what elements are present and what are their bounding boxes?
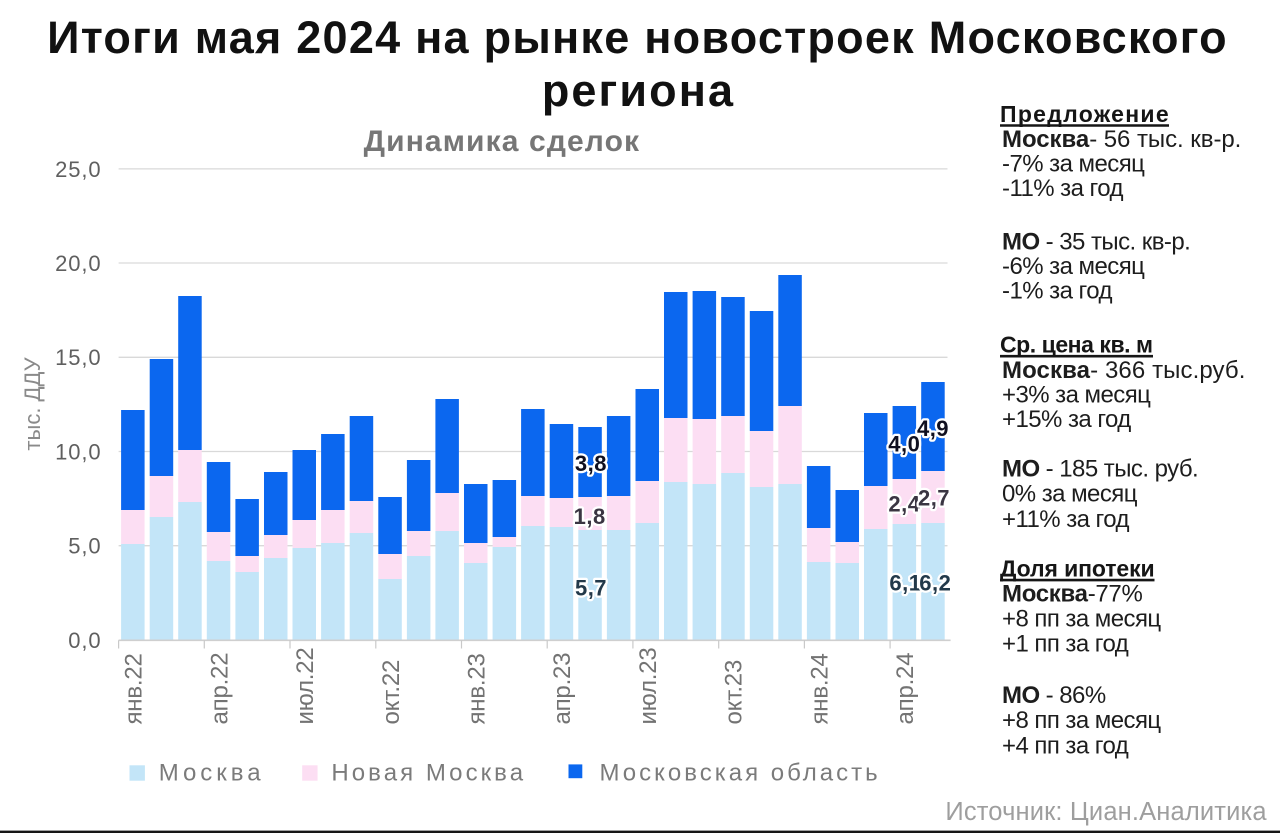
svg-text:июл.23: июл.23 (635, 647, 662, 724)
svg-text:янв.22: янв.22 (121, 653, 148, 724)
svg-text:3,8: 3,8 (575, 451, 607, 476)
svg-text:апр.22: апр.22 (206, 653, 233, 725)
svg-text:+8 пп за месяц: +8 пп за месяц (1002, 707, 1161, 734)
svg-text:янв.24: янв.24 (806, 653, 833, 724)
svg-text:1,8: 1,8 (574, 504, 606, 529)
svg-text:июл.22: июл.22 (292, 647, 319, 724)
svg-text:окт.23: окт.23 (721, 660, 748, 725)
svg-text:-1% за год: -1% за год (1002, 278, 1112, 305)
svg-text:региона: региона (542, 65, 735, 116)
svg-text:+11% за год: +11% за год (1002, 506, 1130, 533)
svg-text:15,0: 15,0 (55, 345, 101, 370)
svg-text:-6% за месяц: -6% за месяц (1002, 253, 1145, 280)
svg-text:окт.22: окт.22 (378, 660, 405, 725)
svg-text:0% за месяц: 0% за месяц (1002, 481, 1138, 508)
svg-text:-11% за год: -11% за год (1002, 175, 1123, 202)
svg-text:0,0: 0,0 (68, 628, 101, 653)
svg-text:Итоги мая 2024 на рынке новост: Итоги мая 2024 на рынке новостроек Моско… (47, 12, 1228, 63)
svg-text:+3% за месяц: +3% за месяц (1002, 382, 1151, 409)
svg-text:4,9: 4,9 (917, 416, 949, 441)
svg-text:МО - 86%: МО - 86% (1002, 682, 1106, 709)
svg-text:МО - 185 тыс. руб.: МО - 185 тыс. руб. (1002, 456, 1198, 483)
svg-text:10,0: 10,0 (55, 439, 101, 464)
svg-text:Источник: Циан.Аналитика: Источник: Циан.Аналитика (945, 798, 1267, 826)
svg-text:4,0: 4,0 (888, 431, 920, 456)
svg-text:Москва-77%: Москва-77% (1002, 581, 1143, 608)
svg-text:Москва- 56 тыс. кв-р.: Москва- 56 тыс. кв-р. (1002, 126, 1241, 153)
svg-text:Московская область: Московская область (600, 760, 881, 787)
svg-text:Ср. цена кв. м: Ср. цена кв. м (1000, 332, 1153, 358)
svg-text:Новая Москва: Новая Москва (331, 760, 526, 787)
svg-text:5,7: 5,7 (575, 576, 607, 601)
svg-text:2,4: 2,4 (888, 491, 920, 516)
svg-text:+1 пп за год: +1 пп за год (1002, 631, 1129, 658)
svg-text:6,2: 6,2 (919, 571, 951, 596)
svg-text:апр.24: апр.24 (892, 653, 919, 725)
svg-text:+4 пп за год: +4 пп за год (1002, 732, 1129, 759)
svg-text:Москва- 366 тыс.руб.: Москва- 366 тыс.руб. (1002, 357, 1246, 384)
svg-text:25,0: 25,0 (55, 157, 101, 182)
svg-text:+8 пп за месяц: +8 пп за месяц (1002, 606, 1161, 633)
svg-text:5,0: 5,0 (68, 534, 101, 559)
svg-text:Москва: Москва (159, 760, 265, 787)
svg-text:Предложение: Предложение (1000, 101, 1170, 127)
svg-text:-7% за месяц: -7% за месяц (1002, 151, 1145, 178)
svg-text:тыс. ДДУ: тыс. ДДУ (20, 356, 45, 450)
svg-text:Динамика сделок: Динамика сделок (364, 125, 641, 158)
svg-text:+15% за год: +15% за год (1002, 406, 1131, 433)
svg-text:6,1: 6,1 (889, 571, 921, 596)
svg-text:апр.23: апр.23 (549, 653, 576, 725)
svg-text:2,7: 2,7 (918, 486, 950, 511)
svg-text:Доля ипотеки: Доля ипотеки (1000, 555, 1155, 581)
svg-text:МО - 35 тыс. кв-р.: МО - 35 тыс. кв-р. (1002, 229, 1190, 256)
svg-text:20,0: 20,0 (55, 251, 101, 276)
svg-text:янв.23: янв.23 (464, 653, 491, 724)
